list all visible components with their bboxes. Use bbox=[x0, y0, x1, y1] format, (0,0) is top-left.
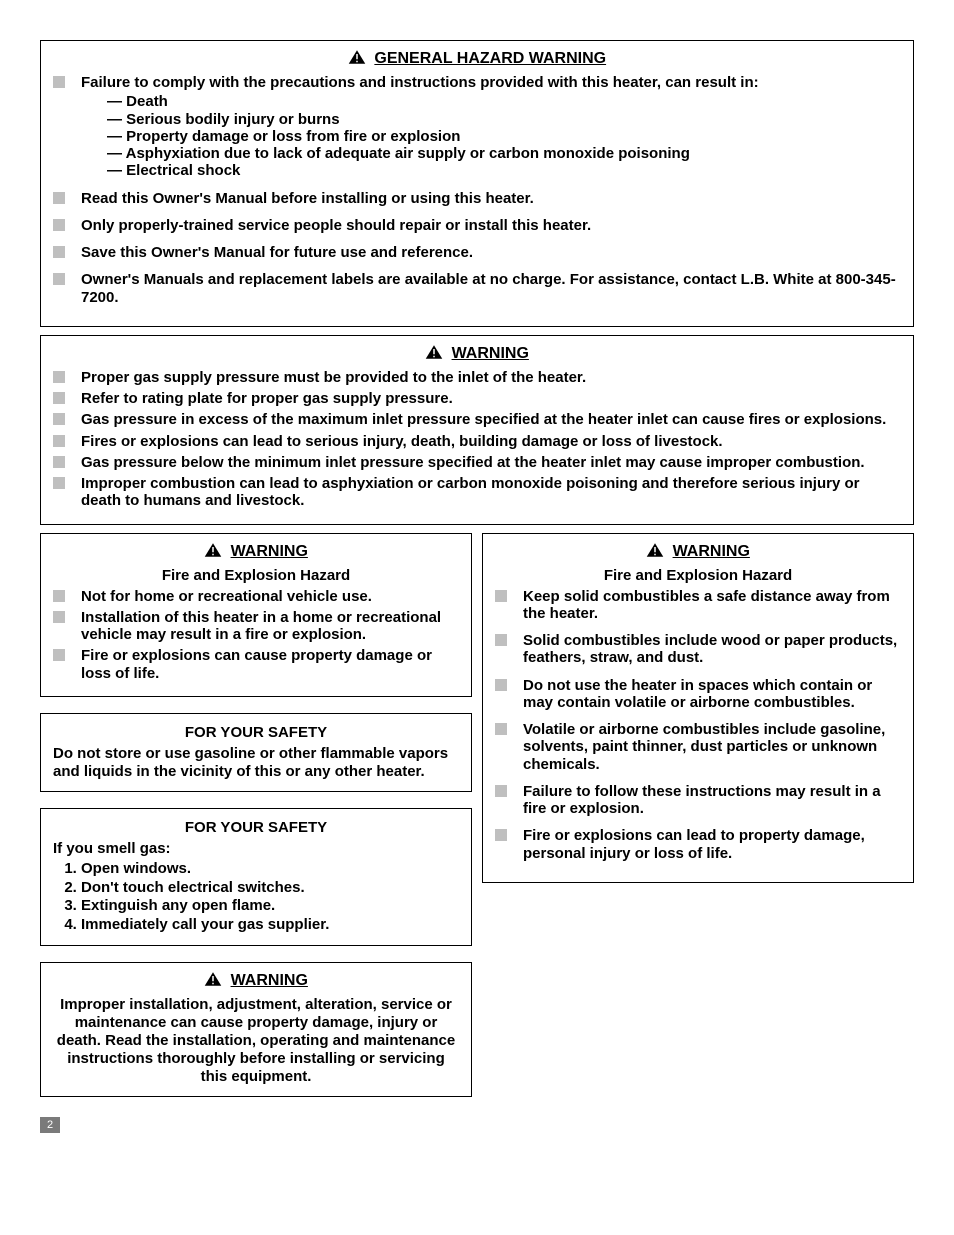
safety-gasoline-box: FOR YOUR SAFETY Do not store or use gaso… bbox=[40, 713, 472, 792]
right-column: WARNING Fire and Explosion Hazard Keep s… bbox=[482, 533, 914, 891]
general-results-list: Death Serious bodily injury or burns Pro… bbox=[107, 93, 901, 179]
gas-step: Don't touch electrical switches. bbox=[81, 879, 459, 898]
safety-smell-gas-steps: Open windows. Don't touch electrical swi… bbox=[53, 860, 459, 935]
general-item: Only properly-trained service people sho… bbox=[53, 217, 901, 234]
safety-smell-gas-box: FOR YOUR SAFETY If you smell gas: Open w… bbox=[40, 808, 472, 946]
pressure-warning-list: Proper gas supply pressure must be provi… bbox=[53, 369, 901, 510]
alert-icon bbox=[646, 542, 664, 563]
safety-smell-gas-title: FOR YOUR SAFETY bbox=[53, 819, 459, 836]
fire-hazard-left-header: WARNING bbox=[53, 542, 459, 563]
pressure-item: Gas pressure in excess of the maximum in… bbox=[53, 411, 901, 428]
gas-step: Open windows. bbox=[81, 860, 459, 879]
fire-left-item: Not for home or recreational vehicle use… bbox=[53, 588, 459, 605]
fire-left-item: Fire or explosions can cause property da… bbox=[53, 647, 459, 682]
general-hazard-box: GENERAL HAZARD WARNING Failure to comply… bbox=[40, 40, 914, 327]
fire-hazard-right-title: WARNING bbox=[673, 543, 750, 560]
improper-install-text: Improper installation, adjustment, alter… bbox=[53, 996, 459, 1086]
page-number-badge: 2 bbox=[40, 1117, 60, 1133]
pressure-item: Proper gas supply pressure must be provi… bbox=[53, 369, 901, 386]
fire-right-item: Volatile or airborne combustibles includ… bbox=[495, 721, 901, 773]
fire-hazard-right-sub: Fire and Explosion Hazard bbox=[495, 567, 901, 584]
fire-left-item: Installation of this heater in a home or… bbox=[53, 609, 459, 644]
general-lead-item: Failure to comply with the precautions a… bbox=[53, 74, 901, 180]
fire-hazard-right-list: Keep solid combustibles a safe distance … bbox=[495, 588, 901, 862]
alert-icon bbox=[204, 971, 222, 992]
pressure-warning-header: WARNING bbox=[53, 344, 901, 365]
fire-hazard-left-box: WARNING Fire and Explosion Hazard Not fo… bbox=[40, 533, 472, 697]
fire-right-item: Solid combustibles include wood or paper… bbox=[495, 632, 901, 667]
pressure-item: Improper combustion can lead to asphyxia… bbox=[53, 475, 901, 510]
alert-icon bbox=[425, 344, 443, 365]
left-column: WARNING Fire and Explosion Hazard Not fo… bbox=[40, 533, 472, 1105]
gas-step: Immediately call your gas supplier. bbox=[81, 916, 459, 935]
safety-smell-gas-lead: If you smell gas: bbox=[53, 840, 459, 858]
fire-hazard-right-header: WARNING bbox=[495, 542, 901, 563]
fire-hazard-left-list: Not for home or recreational vehicle use… bbox=[53, 588, 459, 682]
general-lead-text: Failure to comply with the precautions a… bbox=[81, 74, 759, 91]
fire-hazard-left-title: WARNING bbox=[231, 543, 308, 560]
general-item: Owner's Manuals and replacement labels a… bbox=[53, 271, 901, 306]
pressure-item: Refer to rating plate for proper gas sup… bbox=[53, 390, 901, 407]
two-column-region: WARNING Fire and Explosion Hazard Not fo… bbox=[40, 533, 914, 1105]
gas-step: Extinguish any open flame. bbox=[81, 897, 459, 916]
fire-hazard-right-box: WARNING Fire and Explosion Hazard Keep s… bbox=[482, 533, 914, 883]
result-item: Death bbox=[107, 93, 901, 110]
result-item: Asphyxiation due to lack of adequate air… bbox=[107, 145, 901, 162]
improper-install-box: WARNING Improper installation, adjustmen… bbox=[40, 962, 472, 1097]
result-item: Property damage or loss from fire or exp… bbox=[107, 128, 901, 145]
general-item: Save this Owner's Manual for future use … bbox=[53, 244, 901, 261]
safety-gasoline-title: FOR YOUR SAFETY bbox=[53, 724, 459, 741]
pressure-warning-title: WARNING bbox=[452, 345, 529, 362]
improper-install-header: WARNING bbox=[53, 971, 459, 992]
pressure-item: Gas pressure below the minimum inlet pre… bbox=[53, 454, 901, 471]
result-item: Electrical shock bbox=[107, 162, 901, 179]
fire-right-item: Do not use the heater in spaces which co… bbox=[495, 677, 901, 712]
pressure-item: Fires or explosions can lead to serious … bbox=[53, 433, 901, 450]
general-hazard-header: GENERAL HAZARD WARNING bbox=[53, 49, 901, 70]
safety-gasoline-text: Do not store or use gasoline or other fl… bbox=[53, 745, 459, 781]
general-hazard-title: GENERAL HAZARD WARNING bbox=[374, 50, 606, 67]
result-item: Serious bodily injury or burns bbox=[107, 111, 901, 128]
fire-hazard-left-sub: Fire and Explosion Hazard bbox=[53, 567, 459, 584]
alert-icon bbox=[348, 49, 366, 70]
general-item: Read this Owner's Manual before installi… bbox=[53, 190, 901, 207]
page: GENERAL HAZARD WARNING Failure to comply… bbox=[0, 0, 954, 1153]
fire-right-item: Failure to follow these instructions may… bbox=[495, 783, 901, 818]
pressure-warning-box: WARNING Proper gas supply pressure must … bbox=[40, 335, 914, 525]
fire-right-item: Fire or explosions can lead to property … bbox=[495, 827, 901, 862]
general-bullet-list: Failure to comply with the precautions a… bbox=[53, 74, 901, 306]
alert-icon bbox=[204, 542, 222, 563]
fire-right-item: Keep solid combustibles a safe distance … bbox=[495, 588, 901, 623]
improper-install-title: WARNING bbox=[231, 972, 308, 989]
